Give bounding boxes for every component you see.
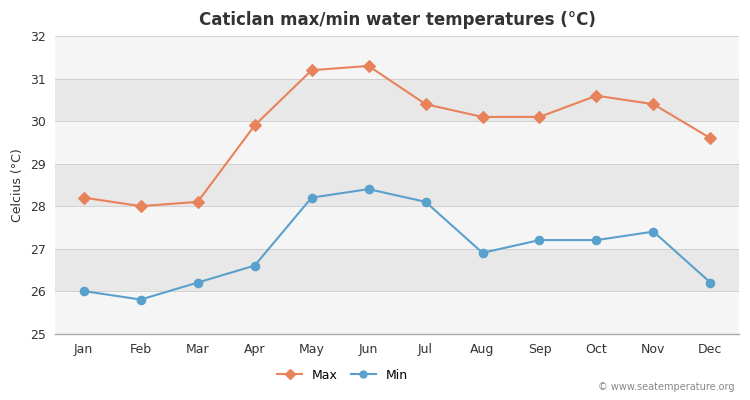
Bar (56, 164, 739, 206)
Point (249, 122, 261, 129)
Bar (56, 291, 739, 334)
Point (419, 101, 431, 107)
Point (192, 199, 204, 205)
Point (704, 135, 716, 141)
Bar (56, 121, 739, 164)
Point (476, 250, 488, 256)
Bar (56, 248, 739, 291)
Point (533, 237, 545, 243)
Point (362, 186, 374, 192)
Point (647, 228, 659, 235)
Point (249, 262, 261, 269)
Point (533, 114, 545, 120)
Point (590, 237, 602, 243)
Point (362, 63, 374, 69)
Point (647, 101, 659, 107)
Point (419, 199, 431, 205)
Text: © www.seatemperature.org: © www.seatemperature.org (598, 382, 735, 392)
Y-axis label: Celcius (°C): Celcius (°C) (11, 148, 24, 222)
Point (704, 279, 716, 286)
Point (135, 296, 147, 303)
Point (78, 194, 90, 201)
Title: Caticlan max/min water temperatures (°C): Caticlan max/min water temperatures (°C) (199, 11, 596, 29)
Point (305, 194, 317, 201)
Point (135, 203, 147, 209)
Bar (56, 79, 739, 121)
Point (78, 288, 90, 294)
Legend: Max, Min: Max, Min (272, 364, 412, 387)
Bar (56, 36, 739, 79)
Bar (56, 206, 739, 248)
Point (192, 279, 204, 286)
Point (590, 92, 602, 99)
Point (476, 114, 488, 120)
Point (305, 67, 317, 74)
